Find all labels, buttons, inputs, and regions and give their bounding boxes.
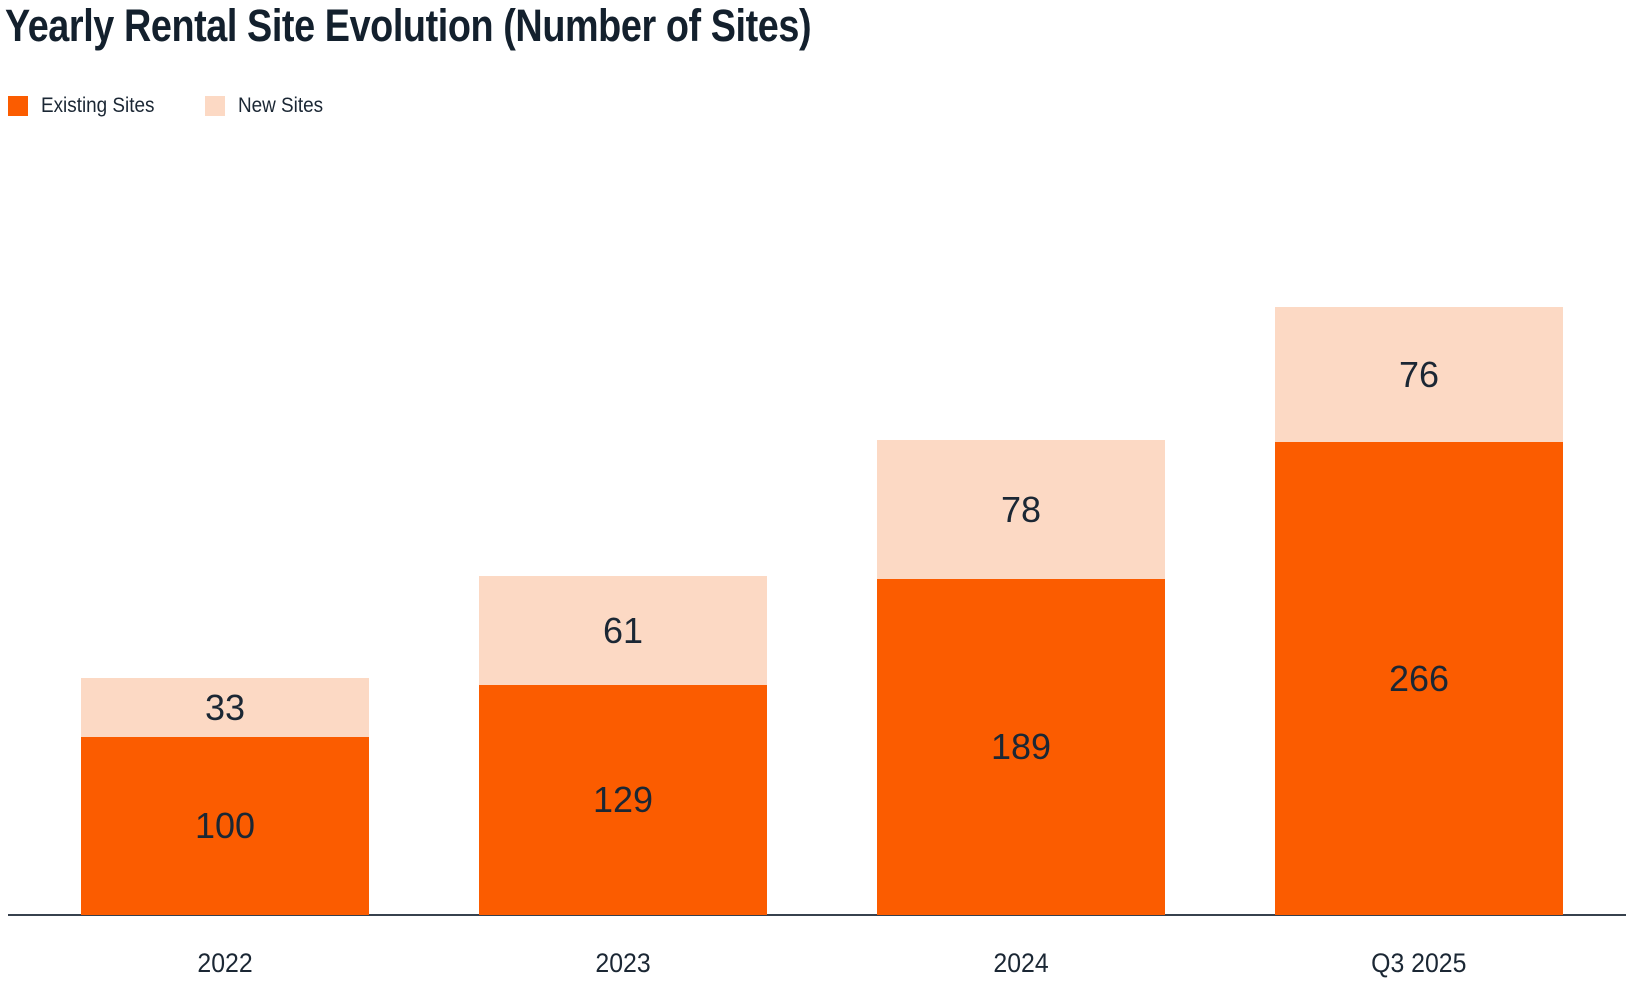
existing-sites-value-label: 100 bbox=[194, 805, 256, 846]
legend-item-new-sites: New Sites bbox=[205, 94, 333, 118]
bar-2022-new-sites-segment: 33 bbox=[81, 678, 369, 737]
legend-item-existing-sites: Existing Sites bbox=[8, 94, 167, 118]
legend-label-existing-sites: Existing Sites bbox=[41, 94, 155, 117]
new-sites-value-label: 61 bbox=[602, 609, 644, 651]
existing-sites-value-label: 129 bbox=[592, 779, 654, 820]
bar-2023-existing-sites-segment: 129 bbox=[479, 685, 767, 915]
legend-label-new-sites: New Sites bbox=[238, 94, 324, 117]
bar-2022-existing-sites-segment: 100 bbox=[81, 737, 369, 915]
x-axis-label-q3-2025: Q3 2025 bbox=[1371, 948, 1467, 978]
chart-title: Yearly Rental Site Evolution (Number of … bbox=[5, 0, 812, 51]
new-sites-swatch-icon bbox=[205, 96, 226, 116]
existing-sites-swatch-icon bbox=[8, 96, 28, 116]
bar-q3-2025-existing-sites-segment: 266 bbox=[1275, 442, 1563, 915]
bar-2023-new-sites-segment: 61 bbox=[479, 576, 767, 685]
x-axis-line bbox=[8, 914, 1626, 916]
x-axis-label-2022: 2022 bbox=[197, 948, 253, 978]
bar-q3-2025-new-sites-segment: 76 bbox=[1275, 307, 1563, 442]
new-sites-value-label: 33 bbox=[204, 686, 246, 728]
x-axis-label-2024: 2024 bbox=[993, 948, 1049, 978]
bar-2024-new-sites-segment: 78 bbox=[877, 440, 1165, 579]
legend: Existing Sites New Sites bbox=[8, 94, 333, 118]
new-sites-value-label: 76 bbox=[1398, 353, 1440, 395]
bar-2024-existing-sites-segment: 189 bbox=[877, 579, 1165, 915]
existing-sites-value-label: 189 bbox=[990, 726, 1052, 767]
new-sites-value-label: 78 bbox=[1000, 488, 1042, 530]
x-axis-label-2023: 2023 bbox=[595, 948, 651, 978]
existing-sites-value-label: 266 bbox=[1388, 657, 1450, 699]
